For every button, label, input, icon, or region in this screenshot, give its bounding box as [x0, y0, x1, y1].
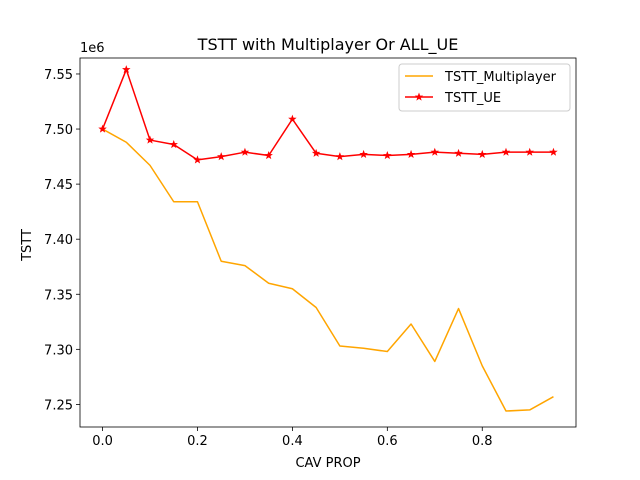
axes-frame	[79, 57, 577, 428]
data-point	[406, 149, 416, 158]
legend-marker	[414, 92, 424, 101]
data-point	[454, 148, 463, 157]
y-tick-label: 7.35	[44, 288, 73, 303]
y-tick-label: 7.55	[44, 68, 73, 83]
y-tick-label: 7.25	[44, 398, 73, 413]
data-point	[98, 124, 107, 133]
data-point	[430, 147, 440, 156]
y-tick-label: 7.50	[44, 123, 73, 138]
data-point	[288, 114, 297, 123]
chart-title: TSTT with Multiplayer Or ALL_UE	[197, 35, 459, 55]
y-tick-label: 7.45	[44, 178, 73, 193]
data-point	[145, 135, 155, 144]
data-point	[478, 149, 487, 158]
y-tick-label: 7.40	[44, 233, 73, 248]
data-point	[335, 152, 345, 161]
data-point	[240, 147, 250, 156]
series-line-tstt-multiplayer	[102, 128, 554, 412]
x-tick-label: 0.4	[282, 434, 303, 449]
data-point	[264, 151, 273, 160]
y-axis-label: TSTT	[20, 229, 35, 262]
y-offset-label: 1e6	[80, 41, 105, 56]
data-point	[122, 65, 131, 74]
legend-label: TSTT_UE	[444, 91, 501, 106]
data-point	[193, 155, 202, 164]
data-point	[383, 151, 392, 160]
data-point	[216, 152, 226, 161]
series-line-tstt-ue	[101, 68, 554, 161]
legend-box	[398, 63, 571, 112]
data-point	[549, 147, 558, 156]
x-tick-label: 0.2	[187, 434, 208, 449]
x-axis-label: CAV PROP	[295, 456, 360, 471]
x-tick-label: 0.8	[472, 434, 493, 449]
y-tick-label: 7.30	[44, 343, 73, 358]
x-tick-label: 0.6	[377, 434, 398, 449]
data-point	[311, 148, 321, 157]
legend-label: TSTT_Multiplayer	[444, 70, 557, 85]
x-tick-label: 0.0	[92, 434, 113, 449]
plot-area: 0.0 0.2 0.4 0.6 0.8 7.25 7.30 7.35 7.40 7.45 7.50 7…	[44, 57, 577, 449]
data-point	[359, 149, 368, 158]
data-point	[169, 140, 178, 149]
data-point	[525, 147, 534, 156]
data-point	[501, 147, 511, 156]
